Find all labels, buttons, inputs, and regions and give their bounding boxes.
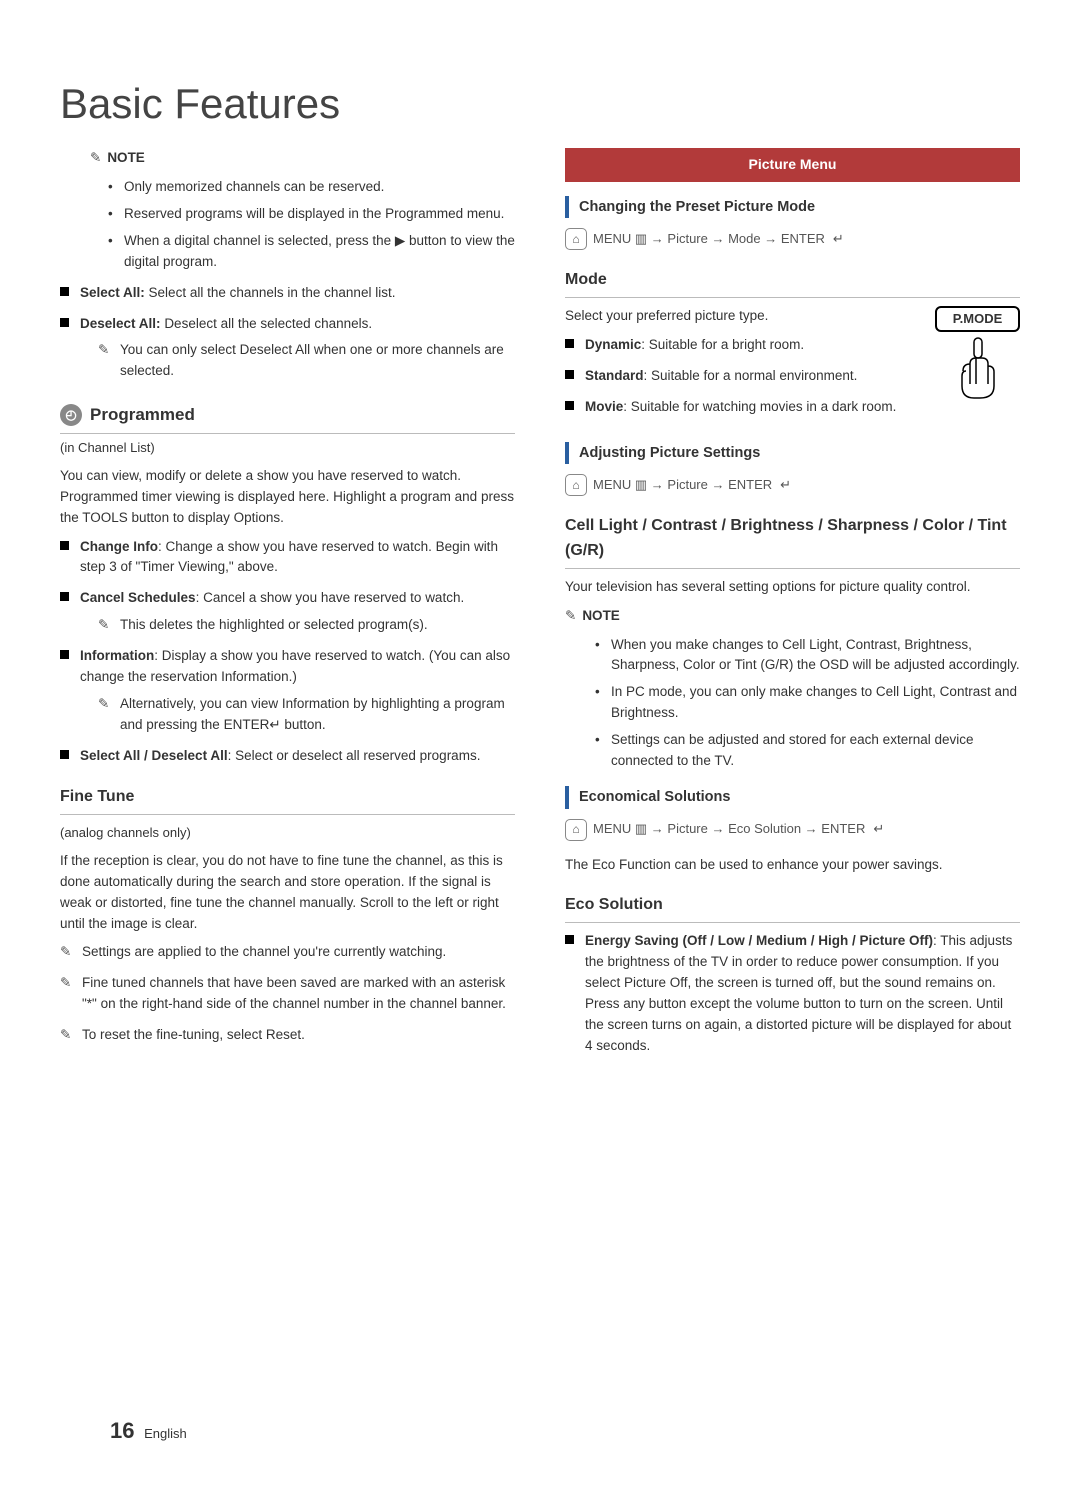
- movie-text: : Suitable for watching movies in a dark…: [623, 399, 896, 414]
- remote-icon: ⌂: [565, 819, 587, 841]
- energy-label: Energy Saving (Off / Low / Medium / High…: [585, 933, 933, 948]
- note-block: NOTE Only memorized channels can be rese…: [90, 148, 515, 273]
- note-item: When a digital channel is selected, pres…: [108, 231, 515, 273]
- eco-heading: Economical Solutions: [565, 786, 1020, 808]
- finetune-intro: If the reception is clear, you do not ha…: [60, 851, 515, 935]
- deselect-all-item: Deselect All: Deselect all the selected …: [60, 314, 515, 383]
- menu-path-1: ⌂ MENU ▥ → Picture → Mode → ENTER: [565, 228, 1020, 250]
- energy-text: : This adjusts the brightness of the TV …: [585, 933, 1012, 1053]
- standard-text: : Suitable for a normal environment.: [644, 368, 858, 383]
- finetune-note: Fine tuned channels that have been saved…: [60, 973, 515, 1015]
- finetune-note: Settings are applied to the channel you'…: [60, 942, 515, 963]
- select-all-item: Select All: Select all the channels in t…: [60, 283, 515, 304]
- menu-path-2: ⌂ MENU ▥ → Picture → ENTER: [565, 474, 1020, 496]
- page-title: Basic Features: [60, 80, 1020, 128]
- page-language: English: [144, 1426, 187, 1441]
- cancel-schedules-item: Cancel Schedules: Cancel a show you have…: [60, 588, 515, 636]
- deselect-all-label: Deselect All:: [80, 316, 161, 331]
- energy-saving-item: Energy Saving (Off / Low / Medium / High…: [565, 931, 1020, 1057]
- cell-note: Settings can be adjusted and stored for …: [595, 730, 1020, 772]
- select-all-label: Select All:: [80, 285, 145, 300]
- enter-icon: [778, 475, 791, 495]
- page-number: 16: [110, 1418, 134, 1443]
- dynamic-label: Dynamic: [585, 337, 641, 352]
- dynamic-text: : Suitable for a bright room.: [641, 337, 804, 352]
- programmed-heading: ◴ Programmed: [60, 402, 515, 433]
- standard-label: Standard: [585, 368, 644, 383]
- programmed-heading-text: Programmed: [90, 402, 195, 428]
- menu-path-2-text: MENU ▥ → Picture → ENTER: [593, 475, 772, 495]
- mode-list: Dynamic: Suitable for a bright room. Sta…: [565, 335, 1020, 418]
- clock-icon: ◴: [60, 404, 82, 426]
- programmed-list: Change Info: Change a show you have rese…: [60, 537, 515, 767]
- cancel-schedules-text: : Cancel a show you have reserved to wat…: [196, 590, 465, 605]
- content-columns: NOTE Only memorized channels can be rese…: [60, 148, 1020, 1067]
- select-list: Select All: Select all the channels in t…: [60, 283, 515, 383]
- cell-note: When you make changes to Cell Light, Con…: [595, 635, 1020, 677]
- note-item: Reserved programs will be displayed in t…: [108, 204, 515, 225]
- cell-notes-list: When you make changes to Cell Light, Con…: [595, 635, 1020, 773]
- menu-path-3: ⌂ MENU ▥ → Picture → Eco Solution → ENTE…: [565, 819, 1020, 841]
- finetune-sub: (analog channels only): [60, 823, 515, 843]
- cell-intro: Your television has several setting opti…: [565, 577, 1020, 598]
- enter-icon: [871, 819, 884, 839]
- deselect-note-list: You can only select Deselect All when on…: [98, 340, 515, 382]
- information-item: Information: Display a show you have res…: [60, 646, 515, 736]
- deselect-note: You can only select Deselect All when on…: [98, 340, 515, 382]
- remote-icon: ⌂: [565, 228, 587, 250]
- enter-icon: [831, 229, 844, 249]
- right-column: Picture Menu Changing the Preset Picture…: [565, 148, 1020, 1067]
- change-info-label: Change Info: [80, 539, 158, 554]
- deselect-all-text: Deselect all the selected channels.: [164, 316, 372, 331]
- cell-note: In PC mode, you can only make changes to…: [595, 682, 1020, 724]
- pmode-label: P.MODE: [935, 306, 1020, 332]
- mode-standard: Standard: Suitable for a normal environm…: [565, 366, 1020, 387]
- programmed-intro: You can view, modify or delete a show yo…: [60, 466, 515, 529]
- note-label: NOTE: [107, 150, 145, 165]
- selectall-label: Select All / Deselect All: [80, 748, 228, 763]
- remote-icon: ⌂: [565, 474, 587, 496]
- adjusting-heading: Adjusting Picture Settings: [565, 442, 1020, 464]
- cancel-note-list: This deletes the highlighted or selected…: [98, 615, 515, 636]
- eco-intro: The Eco Function can be used to enhance …: [565, 855, 1020, 876]
- mode-movie: Movie: Suitable for watching movies in a…: [565, 397, 1020, 418]
- information-note-list: Alternatively, you can view Information …: [98, 694, 515, 736]
- finetune-notes: Settings are applied to the channel you'…: [60, 942, 515, 1046]
- information-note: Alternatively, you can view Information …: [98, 694, 515, 736]
- movie-label: Movie: [585, 399, 623, 414]
- note-list: Only memorized channels can be reserved.…: [108, 177, 515, 273]
- cell-note-label: NOTE: [582, 608, 620, 623]
- mode-dynamic: Dynamic: Suitable for a bright room.: [565, 335, 1020, 356]
- note-item: Only memorized channels can be reserved.: [108, 177, 515, 198]
- information-label: Information: [80, 648, 154, 663]
- page-footer: 16 English: [110, 1418, 187, 1444]
- picture-menu-banner: Picture Menu: [565, 148, 1020, 182]
- cell-heading: Cell Light / Contrast / Brightness / Sha…: [565, 514, 1020, 569]
- menu-path-3-text: MENU ▥ → Picture → Eco Solution → ENTER: [593, 819, 865, 839]
- changing-preset-heading: Changing the Preset Picture Mode: [565, 196, 1020, 218]
- eco-list: Energy Saving (Off / Low / Medium / High…: [565, 931, 1020, 1057]
- pencil-icon: [565, 608, 582, 623]
- change-info-item: Change Info: Change a show you have rese…: [60, 537, 515, 579]
- programmed-sub: (in Channel List): [60, 438, 515, 458]
- select-all-text: Select all the channels in the channel l…: [149, 285, 396, 300]
- left-column: NOTE Only memorized channels can be rese…: [60, 148, 515, 1067]
- selectall-text: : Select or deselect all reserved progra…: [228, 748, 481, 763]
- cancel-note: This deletes the highlighted or selected…: [98, 615, 515, 636]
- pencil-icon: [90, 150, 107, 165]
- menu-path-1-text: MENU ▥ → Picture → Mode → ENTER: [593, 229, 825, 249]
- finetune-heading: Fine Tune: [60, 785, 515, 815]
- eco-solution-heading: Eco Solution: [565, 893, 1020, 923]
- cancel-schedules-label: Cancel Schedules: [80, 590, 196, 605]
- finetune-note: To reset the fine-tuning, select Reset.: [60, 1025, 515, 1046]
- selectall-item: Select All / Deselect All: Select or des…: [60, 746, 515, 767]
- mode-heading: Mode: [565, 268, 1020, 298]
